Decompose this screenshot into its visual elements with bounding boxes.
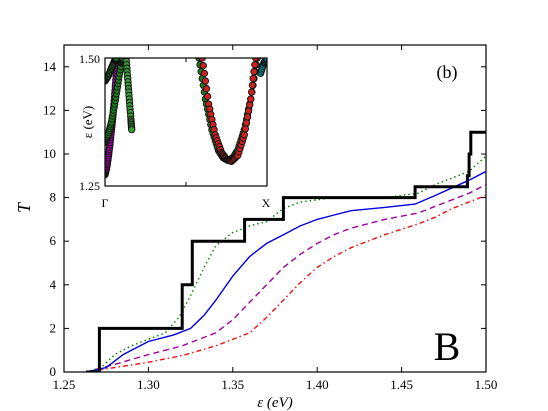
inset-point	[128, 126, 136, 134]
inset-point	[241, 125, 250, 133]
inset-y-axis-label: ε (eV)	[80, 106, 95, 139]
series-line-dashed	[85, 183, 486, 372]
inset-series-group	[105, 58, 267, 179]
inset-x-tick-x: X	[262, 196, 271, 210]
inset-point	[246, 101, 254, 109]
inset-point	[112, 58, 120, 62]
y-tick-label: 2	[50, 320, 57, 335]
series-line-solid	[85, 170, 486, 372]
inset-point	[252, 58, 260, 62]
inset-y-tick-top: 1.50	[79, 52, 100, 66]
x-tick-label: 1.25	[53, 377, 76, 392]
inset-point	[247, 88, 256, 96]
inset-point	[201, 77, 210, 85]
x-tick-label: 1.40	[306, 377, 329, 392]
series-group	[85, 130, 486, 372]
main-plot: 1.25 1.30 1.35 1.40 1.45 1.50 0 2 4 6 8 10 12 14 ε (…	[14, 44, 498, 411]
x-tick-label: 1.50	[475, 377, 498, 392]
inset-x-tick-gamma: Γ	[102, 196, 109, 210]
inset-point	[250, 68, 258, 76]
inset-point	[240, 131, 248, 139]
y-tick-label: 6	[50, 233, 57, 248]
y-axis-ticks: 0 2 4 6 8 10 12 14	[43, 59, 486, 379]
x-axis-label: ε (eV)	[257, 395, 292, 411]
inset-point	[203, 92, 212, 101]
panel-label-big-b: B	[434, 324, 461, 369]
x-tick-label: 1.45	[390, 377, 413, 392]
y-tick-label: 0	[50, 364, 57, 379]
inset-point	[198, 58, 206, 62]
y-tick-label: 8	[50, 190, 57, 205]
series-line-dash-dot	[85, 194, 486, 372]
series-line-solid-thick	[85, 130, 486, 372]
y-tick-label: 4	[50, 277, 57, 292]
inset-frame	[104, 57, 268, 187]
inset-point	[249, 74, 257, 83]
y-tick-label: 14	[43, 59, 57, 74]
x-tick-label: 1.35	[221, 377, 244, 392]
inset-point	[247, 95, 255, 103]
inset-point	[251, 61, 259, 69]
series-line-dotted	[85, 155, 486, 372]
inset-point	[200, 69, 209, 78]
inset-plot: 1.50 1.25 Γ X ε (eV)	[79, 52, 271, 210]
y-tick-label: 10	[43, 146, 56, 161]
inset-point	[248, 81, 257, 89]
inset-point	[242, 119, 251, 127]
y-axis-label: T	[14, 201, 34, 213]
inset-point	[199, 62, 207, 70]
plot-frame	[63, 44, 487, 373]
x-axis-ticks: 1.25 1.30 1.35 1.40 1.45 1.50	[53, 45, 498, 392]
panel-label-b: (b)	[437, 62, 458, 83]
inset-point	[202, 85, 211, 93]
x-tick-label: 1.30	[137, 377, 160, 392]
inset-y-tick-bottom: 1.25	[79, 179, 100, 193]
inset-point	[244, 107, 253, 115]
inset-point	[243, 113, 252, 121]
y-tick-label: 12	[43, 102, 56, 117]
